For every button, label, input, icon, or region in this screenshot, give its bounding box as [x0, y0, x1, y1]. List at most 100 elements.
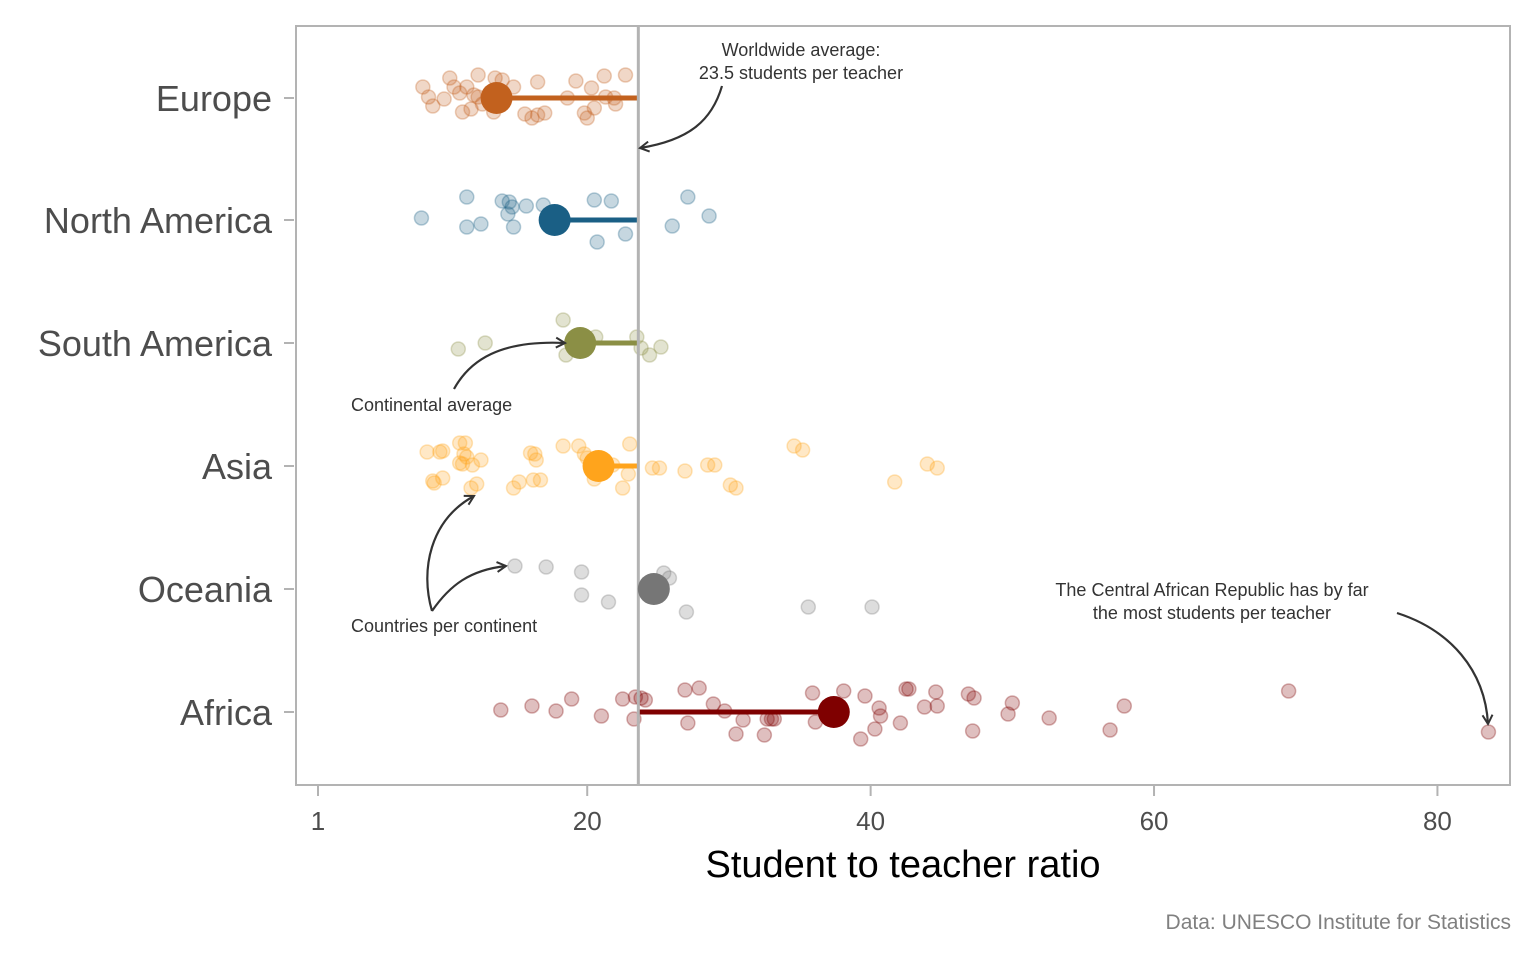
country-point [593, 708, 610, 724]
points-south-america [450, 312, 669, 363]
country-point [442, 70, 458, 86]
country-point [563, 691, 580, 707]
continent-average-dot [480, 82, 513, 114]
country-point [641, 347, 658, 363]
x-tick-label: 40 [856, 806, 885, 836]
y-axis: Europe North America South America Asia Ocea… [38, 78, 294, 733]
annotation-central-african-republic: The Central African Republic has by far … [1055, 580, 1488, 724]
country-point [477, 335, 493, 351]
svg-text:The Central African Republic h: The Central African Republic has by far [1055, 580, 1368, 600]
country-point [886, 474, 903, 490]
arrow-icon [453, 343, 565, 390]
x-tick-label: 80 [1423, 806, 1452, 836]
x-axis: 1 20 40 60 80 [311, 786, 1452, 836]
points-africa [493, 680, 1497, 747]
country-point [691, 680, 707, 696]
country-point [446, 79, 462, 95]
average-segments [496, 95, 834, 715]
svg-text:Worldwide average:: Worldwide average: [722, 40, 881, 60]
country-point [457, 435, 474, 451]
country-point [579, 110, 595, 126]
country-point [529, 74, 546, 90]
country-point [929, 460, 945, 476]
country-point [857, 688, 873, 704]
country-point [960, 686, 977, 702]
country-point [507, 558, 523, 574]
country-point [786, 438, 802, 454]
country-point [680, 715, 696, 731]
arrow-icon [1396, 611, 1488, 724]
country-point [525, 472, 542, 488]
y-tick-label: Africa [180, 692, 273, 733]
country-point [454, 456, 471, 472]
country-point [614, 480, 631, 496]
arrow-icon [426, 496, 474, 612]
country-point [603, 193, 620, 209]
country-point [505, 219, 522, 235]
country-point [864, 599, 880, 615]
country-point [470, 67, 486, 83]
country-point [617, 67, 634, 83]
plot-panel-border [295, 25, 1511, 786]
country-point [651, 460, 668, 476]
country-point [459, 449, 475, 465]
country-point [800, 599, 817, 615]
y-tick-label: Europe [156, 78, 272, 119]
country-point [664, 218, 680, 234]
country-point [459, 219, 475, 235]
continent-average-dot [817, 696, 850, 728]
continent-average-dot [637, 573, 670, 605]
annotation-countries-per-continent: Countries per continent [351, 496, 537, 636]
country-point [867, 721, 883, 737]
country-point [522, 445, 539, 461]
country-point [548, 703, 564, 719]
arrow-icon [431, 566, 506, 612]
country-point [451, 455, 468, 471]
country-point [415, 79, 431, 95]
country-point [620, 466, 637, 482]
y-tick-label: North America [44, 200, 273, 241]
country-point [505, 480, 522, 496]
country-point [538, 559, 554, 575]
country-point [637, 692, 654, 708]
points-oceania [507, 558, 880, 620]
country-point [928, 684, 944, 700]
country-point [555, 312, 571, 328]
country-point [728, 480, 744, 496]
points-asia [419, 435, 945, 496]
country-point [524, 698, 540, 714]
country-point [678, 604, 695, 620]
data-source-caption: Data: UNESCO Institute for Statistics [1166, 911, 1511, 934]
country-point [436, 91, 452, 107]
country-point [463, 101, 479, 117]
x-tick-label: 1 [311, 806, 325, 836]
country-point [653, 339, 669, 355]
country-point [1004, 695, 1021, 711]
y-tick-label: Oceania [138, 569, 273, 610]
country-point [929, 698, 945, 714]
country-point [426, 475, 442, 491]
country-point [1116, 698, 1133, 714]
country-point [454, 104, 471, 120]
country-point [589, 234, 605, 250]
country-point [529, 107, 546, 123]
continent-average-dot [538, 204, 571, 236]
country-point [459, 79, 475, 95]
country-point [621, 436, 638, 452]
continent-average-dot [564, 327, 597, 359]
country-point [644, 460, 661, 476]
country-point [532, 472, 549, 488]
country-point [722, 477, 739, 493]
country-point [500, 206, 516, 222]
country-point [464, 457, 481, 473]
country-point [583, 80, 600, 96]
country-point [728, 726, 744, 742]
country-point [524, 110, 540, 126]
country-point [468, 476, 485, 492]
country-point [536, 105, 553, 121]
country-point [871, 700, 887, 716]
country-point [573, 564, 590, 580]
country-point [425, 473, 441, 489]
country-point [756, 727, 773, 743]
